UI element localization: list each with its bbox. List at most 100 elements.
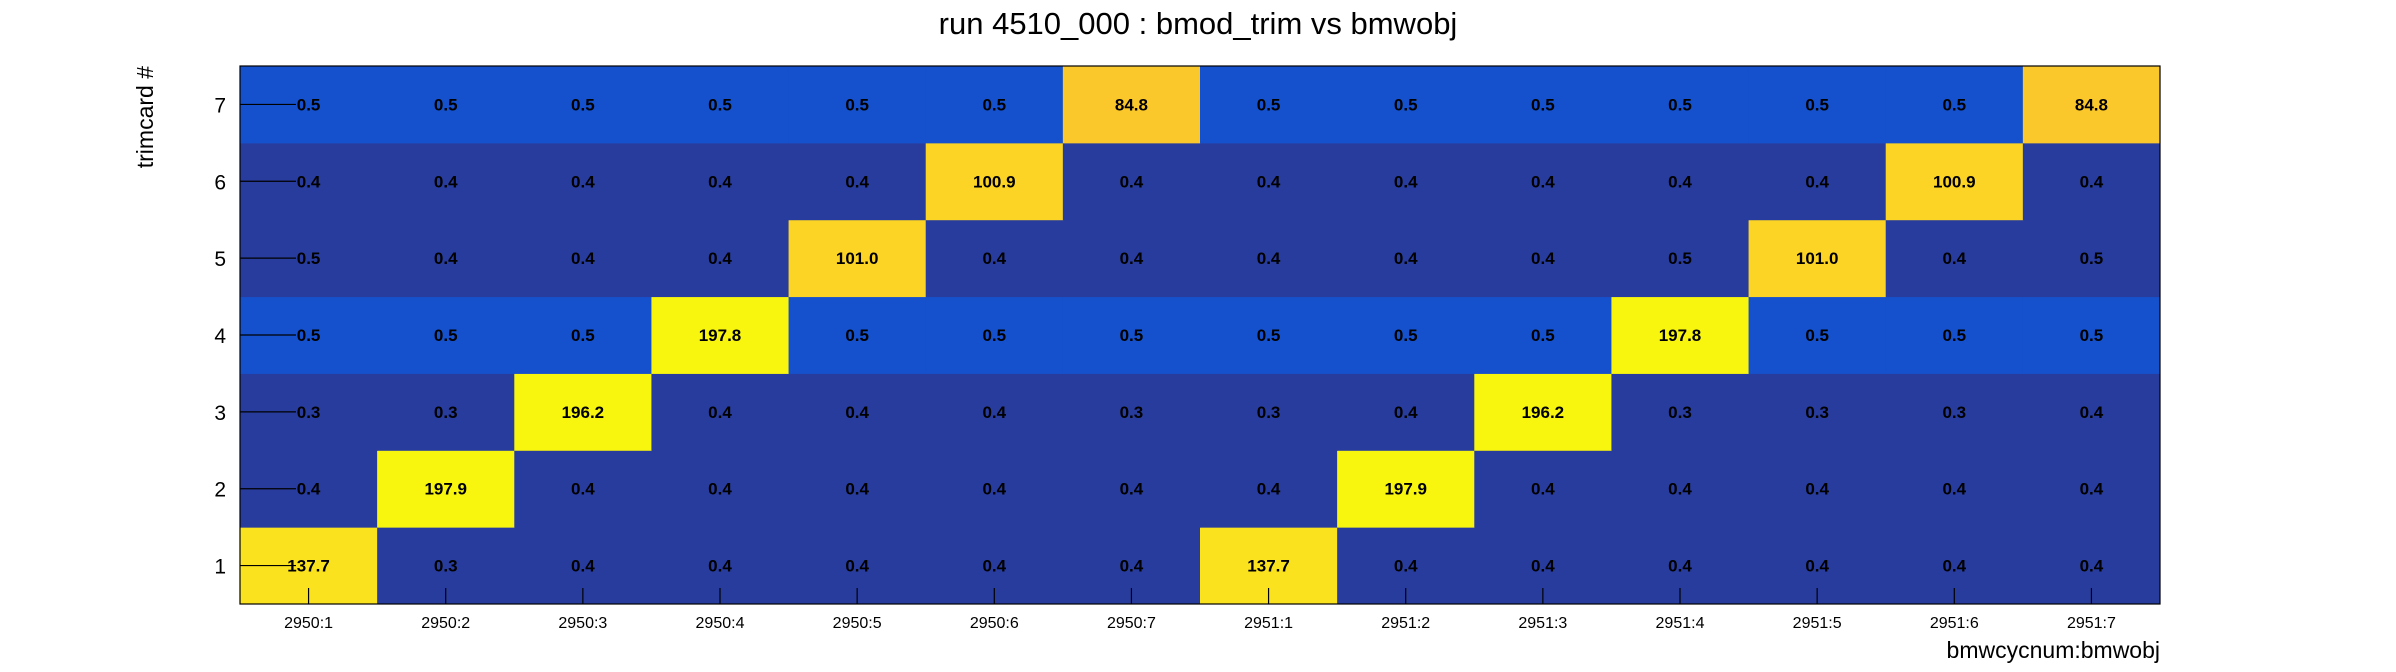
x-tick-label: 2951:3 (1518, 615, 1567, 632)
heatmap-cell (1200, 296, 1338, 374)
cell-value-label: 0.4 (1531, 480, 1555, 499)
cell-value-label: 0.4 (845, 172, 869, 191)
heatmap-cell (1337, 142, 1475, 221)
heatmap-cell (925, 450, 1064, 528)
cell-value-label: 0.4 (571, 172, 595, 191)
heatmap-cell (788, 450, 927, 528)
x-axis-label: bmwcycnum:bmwobj (1947, 637, 2160, 663)
x-tick-label: 2950:7 (1107, 615, 1156, 632)
cell-value-label: 0.4 (1668, 172, 1692, 191)
heatmap-cell (1885, 66, 2024, 144)
cell-value-label: 0.5 (1668, 249, 1692, 268)
x-tick-label: 2950:5 (833, 615, 882, 632)
heatmap-cell (1611, 296, 1750, 374)
heatmap-cell (1474, 450, 1612, 528)
cell-value-label: 0.4 (571, 480, 595, 499)
cell-value-label: 0.5 (845, 326, 869, 345)
y-tick-label: 7 (214, 94, 226, 117)
cell-value-label: 0.5 (982, 95, 1006, 114)
heatmap-cell (651, 373, 790, 451)
cell-value-label: 0.5 (1531, 326, 1555, 345)
heatmap-cell (788, 142, 927, 221)
heatmap-cell (514, 66, 652, 144)
cell-value-label: 0.4 (1531, 249, 1555, 268)
cell-value-label: 0.4 (1805, 557, 1829, 576)
cell-value-label: 0.4 (1942, 557, 1966, 576)
cell-value-label: 0.4 (1257, 172, 1281, 191)
heatmap-cell (788, 219, 927, 298)
heatmap-cell (651, 66, 790, 144)
cell-value-label: 0.5 (982, 326, 1006, 345)
x-tick-label: 2950:4 (696, 615, 745, 632)
cell-value-label: 0.3 (1120, 403, 1144, 422)
cell-value-label: 0.4 (297, 480, 321, 499)
x-tick-label: 2950:3 (558, 615, 607, 632)
cell-value-label: 0.4 (1120, 480, 1144, 499)
cell-value-label: 0.4 (708, 557, 732, 576)
heatmap-cell (2022, 66, 2161, 144)
axes: 1 2 3 4 5 6 7 2950:1 2950:2 2950:3 2950:4 2950:5 295… (214, 65, 2161, 632)
heatmap-cell (925, 66, 1064, 144)
cell-value-label: 0.4 (1120, 557, 1144, 576)
cell-value-label: 0.4 (1394, 557, 1418, 576)
x-tick-label: 2950:6 (970, 615, 1019, 632)
heatmap-cell (1337, 450, 1475, 528)
cell-value-label: 0.5 (708, 95, 732, 114)
heatmap-cell (1062, 66, 1201, 144)
cell-value-label: 0.4 (1120, 249, 1144, 268)
cell-value-label: 0.5 (2080, 326, 2104, 345)
heatmap-cell (1200, 219, 1338, 298)
cell-value-label: 0.4 (1942, 480, 1966, 499)
heatmap-cell (1885, 296, 2024, 374)
heatmap-cell (788, 373, 927, 451)
cell-value-label: 84.8 (1115, 95, 1148, 114)
heatmap-cell (788, 66, 927, 144)
heatmap-cell (1748, 373, 1887, 451)
cell-value-label: 100.9 (973, 172, 1016, 191)
heatmap-cells (240, 66, 2161, 605)
heatmap-cell (1611, 450, 1750, 528)
x-tick-label: 2951:1 (1244, 615, 1293, 632)
cell-value-label: 0.4 (708, 403, 732, 422)
cell-value-label: 0.3 (434, 403, 458, 422)
heatmap-cell (1337, 296, 1475, 374)
cell-value-label: 0.4 (1394, 172, 1418, 191)
cell-value-label: 137.7 (287, 557, 330, 576)
cell-value-label: 0.5 (434, 95, 458, 114)
cell-value-label: 0.4 (1394, 249, 1418, 268)
cell-value-label: 0.4 (845, 557, 869, 576)
cell-value-label: 0.4 (1668, 480, 1692, 499)
cell-value-label: 0.4 (571, 249, 595, 268)
heatmap-cell (1611, 373, 1750, 451)
cell-value-label: 0.5 (1394, 95, 1418, 114)
heatmap-cell (1748, 296, 1887, 374)
cell-value-label: 101.0 (836, 249, 879, 268)
cell-value-label: 197.8 (1659, 326, 1702, 345)
chart-title: run 4510_000 : bmod_trim vs bmwobj (939, 6, 1458, 41)
cell-value-label: 0.5 (1942, 95, 1966, 114)
heatmap-cell (1474, 219, 1612, 298)
cell-value-label: 0.4 (1120, 172, 1144, 191)
cell-value-label: 0.5 (1805, 95, 1829, 114)
heatmap-cell (1337, 373, 1475, 451)
heatmap-cell (377, 219, 515, 298)
cell-value-label: 0.5 (1942, 326, 1966, 345)
cell-value-label: 197.8 (699, 326, 742, 345)
heatmap-cell (514, 450, 652, 528)
cell-value-label: 0.4 (2080, 172, 2104, 191)
cell-value-label: 84.8 (2075, 95, 2108, 114)
cell-value-label: 0.4 (1394, 403, 1418, 422)
heatmap-cell (1748, 142, 1887, 221)
cell-value-label: 0.4 (434, 249, 458, 268)
heatmap-cell (1337, 219, 1475, 298)
cell-value-label: 0.5 (1668, 95, 1692, 114)
y-tick-label: 4 (214, 325, 226, 348)
cell-value-label: 0.4 (845, 480, 869, 499)
heatmap-cell (1885, 219, 2024, 298)
heatmap-cell (1474, 373, 1612, 451)
cell-value-label: 0.5 (571, 95, 595, 114)
cell-value-label: 0.4 (845, 403, 869, 422)
cell-value-label: 0.4 (982, 249, 1006, 268)
cell-value-label: 0.4 (982, 557, 1006, 576)
